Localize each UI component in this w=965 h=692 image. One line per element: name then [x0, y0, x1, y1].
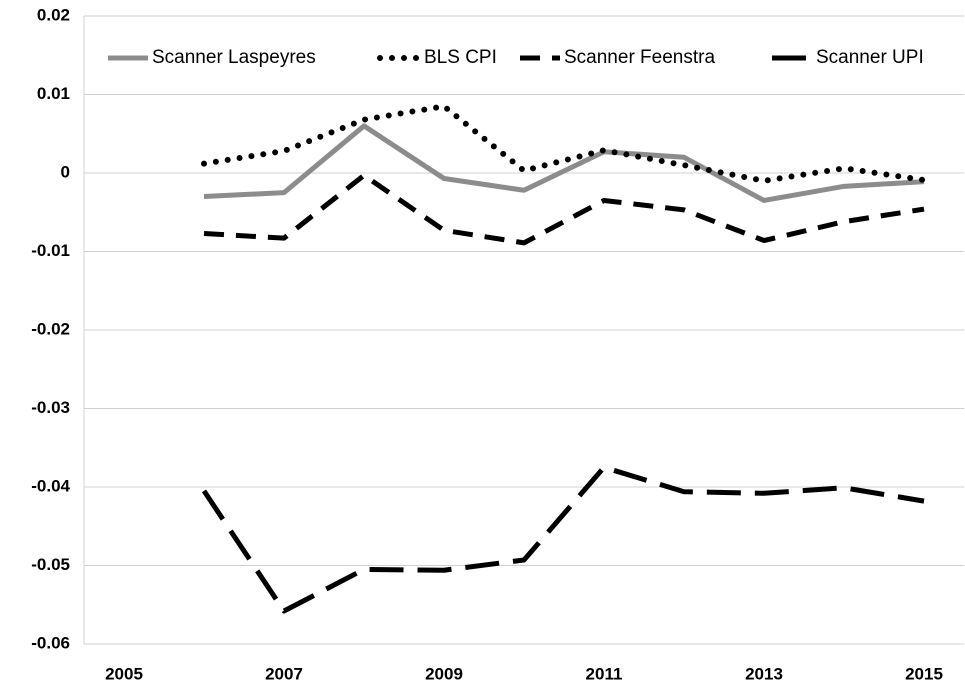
x-tick-label: 2009 — [425, 664, 463, 683]
x-tick-label: 2013 — [745, 664, 783, 683]
legend-label: Scanner UPI — [816, 47, 924, 68]
x-tick-label: 2007 — [265, 664, 303, 683]
y-tick-label: -0.04 — [31, 476, 70, 495]
series-line — [201, 103, 927, 184]
legend-label: Scanner Feenstra — [564, 47, 715, 68]
y-tick-label: -0.01 — [31, 241, 70, 260]
y-tick-label: -0.05 — [31, 555, 70, 574]
series-line — [203, 172, 925, 246]
x-tick-label: 2015 — [905, 664, 943, 683]
x-tick-label: 2005 — [105, 664, 143, 683]
y-tick-label: -0.03 — [31, 398, 70, 417]
y-tick-label: 0.02 — [37, 5, 70, 24]
y-tick-label: 0 — [61, 162, 70, 181]
y-tick-label: -0.06 — [31, 633, 70, 652]
y-tick-label: -0.02 — [31, 319, 70, 338]
x-tick-label: 2011 — [586, 664, 623, 683]
series-line — [201, 464, 925, 614]
y-tick-label: 0.01 — [37, 84, 70, 103]
legend-label: Scanner Laspeyres — [152, 47, 316, 68]
legend-label: BLS CPI — [424, 47, 497, 68]
series-line — [203, 123, 925, 203]
